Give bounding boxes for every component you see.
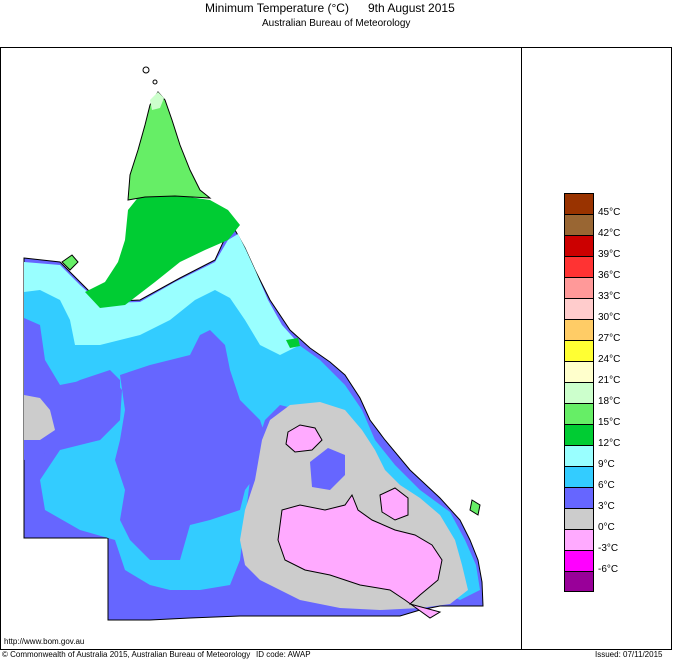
legend-swatch [564, 256, 594, 277]
zone-3c-island [310, 448, 345, 490]
legend-swatch [564, 424, 594, 445]
legend-swatch [564, 508, 594, 529]
map-subtitle: Australian Bureau of Meteorology [262, 18, 411, 29]
zone-0c-west [24, 395, 55, 440]
map-title: Minimum Temperature (°C) [205, 1, 349, 15]
temperature-map [23, 66, 484, 621]
zone-neg3c-east [379, 487, 409, 521]
legend-label: 36°C [598, 270, 621, 281]
legend-label: -3°C [598, 543, 619, 554]
legend-swatch [564, 319, 594, 340]
legend-swatch [564, 361, 594, 382]
legend-label: 21°C [598, 375, 621, 386]
color-legend [564, 193, 594, 592]
legend-label: 15°C [598, 417, 621, 428]
coast-green [286, 338, 300, 348]
island-2 [152, 79, 158, 85]
map-date: 9th August 2015 [368, 1, 455, 15]
legend-label: 45°C [598, 207, 621, 218]
legend-swatch [564, 403, 594, 424]
footer-issued: Issued: 07/11/2015 [595, 650, 663, 659]
legend-label: 6°C [598, 480, 615, 491]
legend-swatch [564, 214, 594, 235]
legend-swatch [564, 382, 594, 403]
footer-id-code: ID code: AWAP [256, 650, 311, 659]
legend-label: 30°C [598, 312, 621, 323]
zone-3c-central [115, 330, 270, 560]
zone-9c [24, 234, 300, 355]
legend-label: 27°C [598, 333, 621, 344]
legend-label: 0°C [598, 522, 615, 533]
legend-swatch [564, 550, 594, 571]
footer-copyright: © Commonwealth of Australia 2015, Austra… [2, 650, 251, 659]
coast-green-se [469, 499, 481, 516]
legend-label: 42°C [598, 228, 621, 239]
legend-label: -6°C [598, 564, 619, 575]
legend-swatch [564, 235, 594, 256]
zone-21c [150, 92, 164, 110]
zone-neg3c-south [277, 493, 443, 619]
legend-label: 9°C [598, 459, 615, 470]
legend-swatch [564, 466, 594, 487]
island-3 [61, 254, 79, 271]
legend-swatch [564, 487, 594, 508]
zone-neg3c-north [285, 424, 323, 453]
legend-label: 39°C [598, 249, 621, 260]
legend-label: 33°C [598, 291, 621, 302]
legend-label: 24°C [598, 354, 621, 365]
map-frame [0, 47, 672, 650]
legend-label: 12°C [598, 438, 621, 449]
zone-18c [127, 91, 212, 201]
zone-15c [85, 195, 240, 308]
legend-divider [521, 47, 522, 650]
footer-url[interactable]: http://www.bom.gov.au [4, 637, 85, 646]
legend-swatch [564, 277, 594, 298]
legend-swatch [564, 529, 594, 550]
legend-swatch [564, 571, 594, 592]
title-bar: Minimum Temperature (°C) 9th August 2015 [0, 0, 674, 20]
legend-swatch [564, 340, 594, 361]
legend-swatch [564, 298, 594, 319]
legend-swatch [564, 445, 594, 466]
legend-label: 3°C [598, 501, 615, 512]
island-1 [142, 66, 150, 74]
legend-label: 18°C [598, 396, 621, 407]
legend-swatch [564, 193, 594, 214]
queensland-region [23, 66, 484, 621]
